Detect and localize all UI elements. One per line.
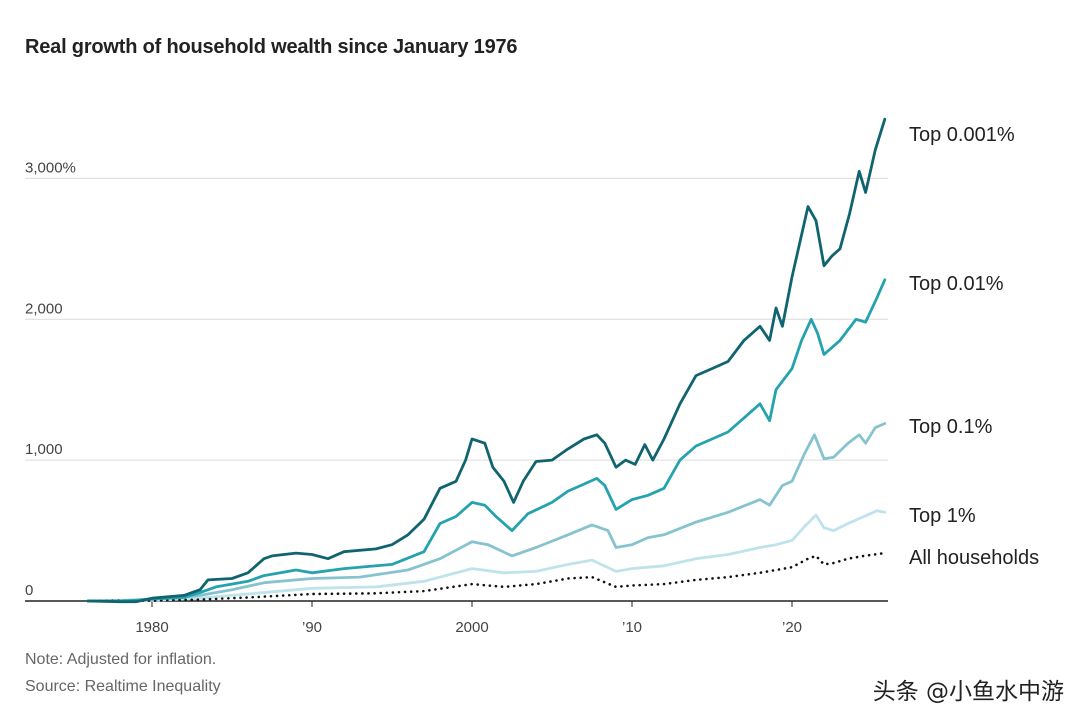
chart-title: Real growth of household wealth since Ja… bbox=[25, 36, 518, 58]
series-line-top-0-1- bbox=[86, 422, 887, 603]
series-line-top-0-001- bbox=[86, 117, 887, 604]
x-tick-label: ’90 bbox=[302, 619, 322, 636]
chart-note: Note: Adjusted for inflation. bbox=[25, 651, 217, 668]
y-tick-label: 3,000% bbox=[25, 159, 76, 176]
y-tick-label: 0 bbox=[25, 582, 33, 599]
series-line-top-1- bbox=[86, 509, 887, 603]
series-label: All households bbox=[909, 547, 1039, 569]
chart-source: Source: Realtime Inequality bbox=[25, 678, 221, 695]
series-label: Top 1% bbox=[909, 505, 976, 527]
series-line-top-0-01- bbox=[86, 278, 887, 603]
y-tick-label: 2,000 bbox=[25, 300, 63, 317]
x-tick-label: ’20 bbox=[782, 619, 802, 636]
x-tick-label: 2000 bbox=[455, 619, 488, 636]
watermark: 头条 @小鱼水中游 bbox=[872, 679, 1064, 705]
x-tick-label: 1980 bbox=[135, 619, 168, 636]
x-tick-label: ’10 bbox=[622, 619, 642, 636]
series-label: Top 0.01% bbox=[909, 273, 1004, 295]
series-label: Top 0.001% bbox=[909, 124, 1015, 146]
y-tick-label: 1,000 bbox=[25, 441, 63, 458]
series-line-all-households bbox=[86, 551, 887, 603]
series-label: Top 0.1% bbox=[909, 416, 993, 438]
